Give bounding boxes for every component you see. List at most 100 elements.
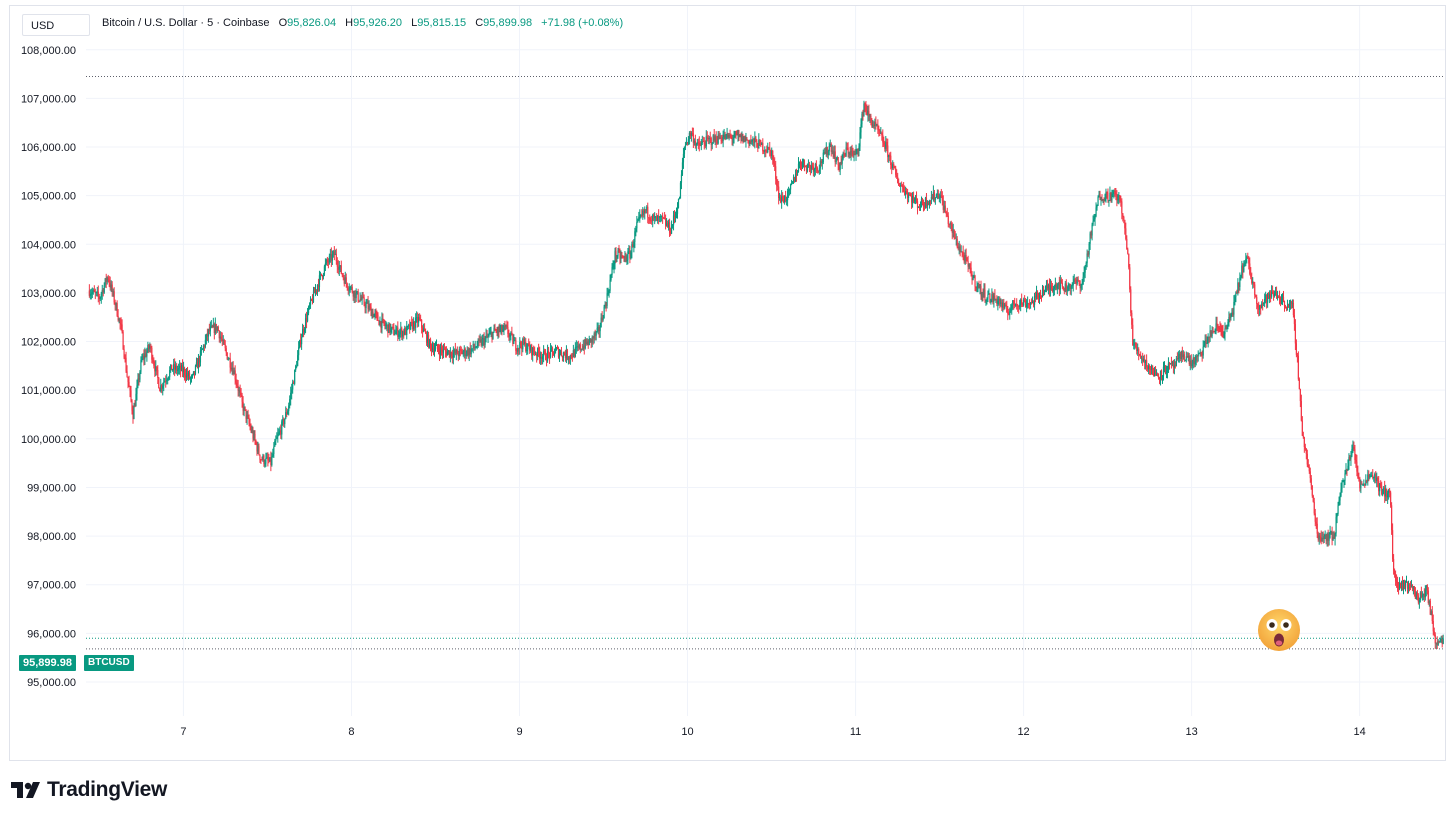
candle-body <box>837 157 839 165</box>
symbol-legend[interactable]: Bitcoin / U.S. Dollar · 5 · Coinbase O95… <box>102 17 623 29</box>
candle-body <box>530 345 532 351</box>
candle-body <box>1178 354 1180 358</box>
candle-body <box>284 418 286 425</box>
candle-body <box>1440 639 1442 640</box>
candle-body <box>527 343 529 350</box>
candle-body <box>665 223 668 226</box>
candle-body <box>707 137 709 140</box>
x-tick-label: 13 <box>1185 726 1197 738</box>
candle-body <box>1391 505 1393 531</box>
candle-body <box>249 423 251 427</box>
candle-body <box>541 356 543 360</box>
candle-body <box>110 284 112 288</box>
candle-body <box>417 317 419 323</box>
candle-body <box>95 292 97 294</box>
candle-body <box>1086 253 1088 264</box>
candle-body <box>365 303 367 308</box>
candle-body <box>808 164 811 166</box>
candle-body <box>371 311 373 317</box>
candle-body <box>1252 281 1254 284</box>
candle-body <box>981 292 983 297</box>
candle-body <box>674 214 677 218</box>
candle-body <box>400 328 402 332</box>
candle-body <box>178 367 180 370</box>
candle-body <box>503 325 505 330</box>
candle-body <box>174 364 176 370</box>
candle-body <box>1322 537 1324 540</box>
candle-body <box>618 250 620 252</box>
candle-body <box>771 151 773 156</box>
candle-body <box>1355 459 1357 462</box>
candle-body <box>1191 363 1193 367</box>
candle-body <box>433 349 436 353</box>
candle-body <box>1408 587 1411 589</box>
high-label: H <box>345 17 354 29</box>
candle-body <box>1367 474 1369 482</box>
candle-body <box>1024 299 1026 302</box>
candle-body <box>1282 296 1285 302</box>
candle-body <box>1273 293 1276 296</box>
candle-body <box>424 331 427 333</box>
candle-body <box>669 232 672 234</box>
chart-frame[interactable]: 95,000.00 96,000.00 97,000.00 98,000.00 99,0… <box>9 5 1446 761</box>
candle-body <box>318 275 321 287</box>
candle-body <box>1103 200 1105 201</box>
candle-body <box>1060 279 1062 283</box>
candle-body <box>219 336 221 339</box>
candle-body <box>831 150 833 152</box>
candle-body <box>1312 495 1314 502</box>
candle-body <box>575 346 577 348</box>
candle-body <box>89 294 91 296</box>
tradingview-brand[interactable]: TradingView <box>11 777 167 803</box>
candle-body <box>768 146 770 148</box>
candle-body <box>1112 191 1114 195</box>
chart-canvas[interactable]: 95,000.00 96,000.00 97,000.00 98,000.00 99,0… <box>10 6 1446 761</box>
candle-body <box>778 186 780 199</box>
candle-body <box>797 163 800 172</box>
candle-body <box>107 277 109 280</box>
candle-body <box>1210 330 1212 337</box>
y-tick-label: 95,000.00 <box>27 677 76 689</box>
candle-body <box>894 165 896 169</box>
candle-body <box>168 376 170 379</box>
candle-body <box>195 362 198 366</box>
candle-body <box>830 144 832 152</box>
candle-body <box>301 337 303 345</box>
candle-body <box>766 151 768 153</box>
candle-body <box>1129 267 1131 290</box>
candle-body <box>1211 331 1213 337</box>
candle-body <box>1289 302 1292 304</box>
candle-body <box>1399 583 1402 585</box>
candle-body <box>1099 194 1101 200</box>
candle-body <box>863 103 865 116</box>
candle-body <box>762 142 764 152</box>
candle-body <box>1186 356 1188 358</box>
currency-selector[interactable]: USD <box>22 14 90 36</box>
candle-body <box>1433 631 1435 635</box>
candle-body <box>885 142 887 149</box>
candle-body <box>312 290 315 303</box>
candle-body <box>1025 301 1027 307</box>
candle-body <box>691 133 693 134</box>
candle-body <box>962 251 964 256</box>
candle-body <box>893 164 895 166</box>
candle-body <box>102 289 104 293</box>
candle-body <box>154 365 156 372</box>
candle-body <box>542 356 544 360</box>
candle-body <box>760 140 762 145</box>
candle-body <box>364 304 366 308</box>
candle-body <box>1148 365 1150 370</box>
candle-body <box>549 348 552 358</box>
candle-body <box>1101 198 1103 202</box>
candle-body <box>262 455 264 460</box>
candle-body <box>1045 285 1048 287</box>
candle-body <box>177 369 179 371</box>
candle-body <box>285 412 287 419</box>
candle-body <box>1381 485 1383 494</box>
candle-body <box>1394 574 1397 582</box>
candle-body <box>132 410 134 419</box>
candle-body <box>968 263 970 267</box>
candle-body <box>121 324 123 332</box>
candle-body <box>900 185 902 186</box>
candle-body <box>1264 298 1266 303</box>
